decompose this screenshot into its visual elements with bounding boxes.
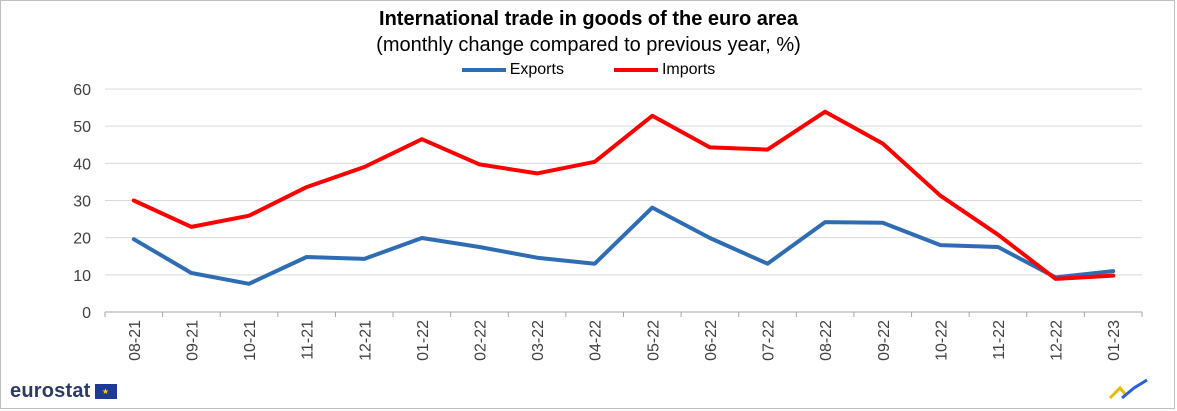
y-tick-label: 10 bbox=[73, 268, 91, 285]
legend-label-imports: Imports bbox=[661, 61, 716, 78]
x-tick-label: 11-22 bbox=[991, 320, 1008, 360]
x-tick-label: 07-22 bbox=[761, 320, 778, 361]
x-tick-label: 02-22 bbox=[472, 320, 489, 361]
legend-swatch-imports bbox=[613, 68, 658, 72]
eurostat-logo: eurostat ★ bbox=[10, 380, 117, 403]
x-tick-label: 08-22 bbox=[818, 320, 835, 361]
x-axis: 08-21 09-21 10-21 11-21 12-21 01-22 02-22 03-22… bbox=[104, 312, 1143, 361]
series-line-exports bbox=[131, 205, 1116, 286]
chart-legend: Exports Imports bbox=[0, 61, 1177, 79]
y-tick-label: 20 bbox=[73, 231, 91, 248]
y-tick-label: 60 bbox=[73, 82, 91, 99]
y-tick-label: 50 bbox=[73, 119, 91, 136]
y-tick-label: 0 bbox=[82, 305, 91, 322]
legend-label-exports: Exports bbox=[509, 61, 564, 78]
x-tick-label: 03-22 bbox=[530, 320, 547, 361]
eurostat-corner-mark bbox=[1108, 378, 1148, 400]
legend-item-exports: Exports bbox=[461, 61, 564, 79]
logo-text: eurostat bbox=[10, 380, 91, 402]
x-tick-label: 08-21 bbox=[127, 320, 144, 361]
legend-item-imports: Imports bbox=[613, 61, 716, 79]
chart-title: International trade in goods of the euro… bbox=[379, 8, 798, 30]
y-tick-label: 40 bbox=[73, 156, 91, 173]
x-tick-label: 10-21 bbox=[242, 320, 259, 361]
x-tick-label: 12-22 bbox=[1049, 320, 1066, 361]
series-line-imports bbox=[131, 109, 1116, 281]
x-tick-label: 01-23 bbox=[1106, 320, 1123, 361]
x-tick-label: 05-22 bbox=[645, 320, 662, 361]
x-tick-label: 09-22 bbox=[876, 320, 893, 361]
y-axis: 0 10 20 30 40 50 60 bbox=[73, 82, 91, 322]
chart-subtitle: (monthly change compared to previous yea… bbox=[376, 34, 801, 56]
eu-flag-icon: ★ bbox=[94, 384, 117, 399]
x-tick-label: 04-22 bbox=[588, 320, 605, 361]
x-tick-label: 12-21 bbox=[357, 320, 374, 361]
x-tick-label: 01-22 bbox=[415, 320, 432, 361]
legend-swatch-exports bbox=[461, 68, 506, 72]
x-tick-label: 06-22 bbox=[703, 320, 720, 361]
x-tick-label: 09-21 bbox=[184, 320, 201, 361]
x-tick-label: 11-21 bbox=[300, 320, 317, 360]
x-tick-label: 10-22 bbox=[933, 320, 950, 361]
y-tick-label: 30 bbox=[73, 194, 91, 211]
series-layer bbox=[131, 109, 1116, 286]
